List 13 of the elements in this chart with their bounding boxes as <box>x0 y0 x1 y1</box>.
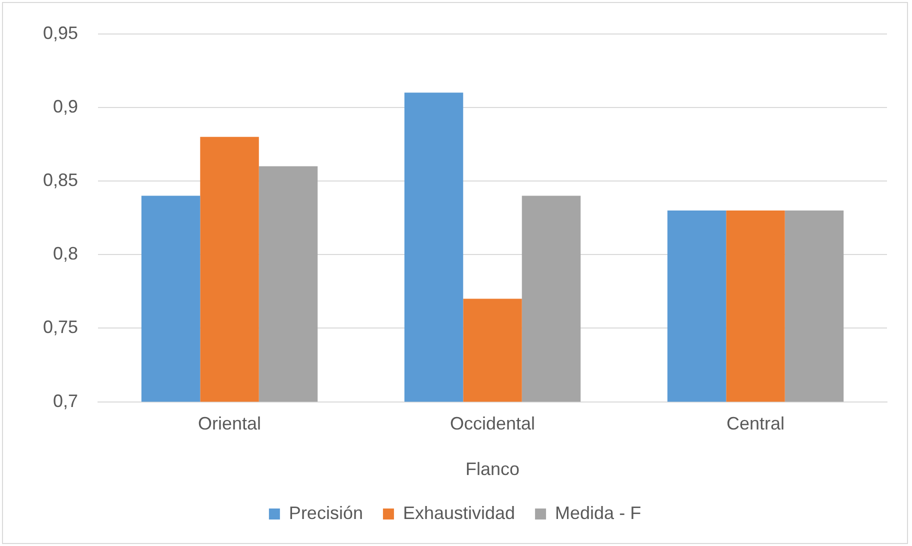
y-tick-label: 0,7 <box>53 390 78 411</box>
legend-label: Exhaustividad <box>402 502 516 523</box>
legend-label: Medida - F <box>555 502 642 523</box>
y-tick-label: 0,8 <box>53 244 78 264</box>
x-tick-label: Occidental <box>450 414 536 434</box>
y-tick-label: 0,75 <box>42 317 78 338</box>
legend-label: Precisión <box>288 502 363 523</box>
y-tick-label: 0,85 <box>42 170 78 190</box>
y-tick-label: 0,95 <box>42 22 78 43</box>
x-axis-title: Flanco <box>466 459 520 480</box>
x-tick-label: Central <box>726 414 785 434</box>
y-tick-label: 0,9 <box>53 96 78 116</box>
x-tick-label: Oriental <box>198 414 262 434</box>
